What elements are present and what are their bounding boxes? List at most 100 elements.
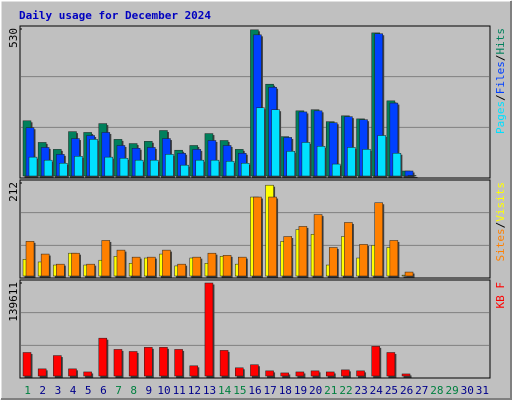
bar xyxy=(174,349,183,377)
bar xyxy=(401,373,411,377)
bar xyxy=(295,371,305,377)
x-tick-label: 12 xyxy=(188,384,201,397)
x-tick-label: 26 xyxy=(400,384,413,397)
x-tick-label: 19 xyxy=(294,384,307,397)
bar xyxy=(204,282,214,377)
legend-entry: Sites xyxy=(494,228,507,261)
chart-title: Daily usage for December 2024 xyxy=(19,9,211,22)
y-tick-label: 139611 xyxy=(7,282,20,322)
x-tick-label: 4 xyxy=(70,384,77,397)
bar xyxy=(37,368,47,377)
x-tick-label: 15 xyxy=(233,384,246,397)
x-tick-label: 21 xyxy=(324,384,337,397)
legend-separator: / xyxy=(494,94,507,101)
bar xyxy=(256,107,265,177)
bar xyxy=(56,263,65,277)
legend: Sites/Visits xyxy=(494,182,507,262)
x-tick-label: 11 xyxy=(173,384,186,397)
bar xyxy=(316,146,326,177)
x-tick-label: 10 xyxy=(157,384,170,397)
x-tick-label: 29 xyxy=(445,384,458,397)
bar xyxy=(310,370,320,377)
x-tick-label: 20 xyxy=(309,384,322,397)
bar xyxy=(71,252,80,277)
legend-entry: Files xyxy=(494,61,507,94)
bar xyxy=(225,161,235,177)
bar xyxy=(101,240,111,277)
x-tick-label: 25 xyxy=(385,384,398,397)
bar xyxy=(235,367,244,377)
bar xyxy=(22,352,32,377)
bar xyxy=(374,202,383,277)
bar xyxy=(98,337,108,377)
bar xyxy=(195,159,205,177)
x-tick-label: 31 xyxy=(476,384,489,397)
x-tick-label: 28 xyxy=(430,384,443,397)
x-tick-label: 2 xyxy=(39,384,46,397)
bar xyxy=(250,364,259,377)
bar xyxy=(210,159,220,177)
bar xyxy=(409,176,418,178)
bar xyxy=(280,372,289,377)
bar xyxy=(192,256,202,277)
bar xyxy=(177,263,186,277)
bar xyxy=(301,142,311,177)
bar xyxy=(386,352,396,377)
bar xyxy=(147,256,156,277)
bar xyxy=(331,163,341,177)
x-tick-label: 23 xyxy=(355,384,368,397)
x-tick-label: 16 xyxy=(248,384,261,397)
x-tick-label: 24 xyxy=(370,384,384,397)
bar xyxy=(286,151,295,177)
bar xyxy=(253,196,262,277)
bar xyxy=(403,375,412,378)
bar xyxy=(222,255,232,277)
bar xyxy=(150,159,159,177)
x-tick-label: 8 xyxy=(130,384,137,397)
legend-separator: / xyxy=(494,222,507,229)
bar xyxy=(219,350,229,377)
bar xyxy=(377,135,386,177)
bar xyxy=(392,153,402,177)
bar xyxy=(325,371,335,377)
x-tick-label: 9 xyxy=(146,384,153,397)
bar xyxy=(359,244,368,277)
bar xyxy=(298,226,308,277)
panel xyxy=(19,279,491,379)
x-tick-label: 14 xyxy=(218,384,232,397)
bar xyxy=(389,240,399,277)
bar xyxy=(86,263,95,277)
bar xyxy=(180,164,189,177)
bar xyxy=(162,249,171,277)
bar xyxy=(113,349,123,377)
bar xyxy=(347,147,356,177)
bar xyxy=(74,156,83,177)
x-tick-label: 30 xyxy=(461,384,474,397)
bar xyxy=(344,222,353,277)
bar xyxy=(116,249,126,277)
bar xyxy=(131,256,141,277)
bar xyxy=(59,162,68,177)
x-tick-label: 13 xyxy=(203,384,216,397)
x-tick-label: 22 xyxy=(339,384,352,397)
bar xyxy=(83,371,92,377)
y-tick-label: 212 xyxy=(7,182,20,202)
bar xyxy=(104,156,114,177)
bar xyxy=(40,253,50,277)
x-tick-label: 17 xyxy=(264,384,277,397)
bar xyxy=(241,162,250,177)
bar xyxy=(265,370,274,377)
x-tick-label: 1 xyxy=(24,384,31,397)
bar xyxy=(207,252,217,277)
bar xyxy=(271,109,280,177)
bar xyxy=(404,271,414,277)
bar xyxy=(189,365,199,377)
bar xyxy=(362,149,371,177)
x-tick-label: 7 xyxy=(115,384,122,397)
bar xyxy=(89,139,98,177)
x-tick-label: 3 xyxy=(55,384,62,397)
bar xyxy=(53,355,62,377)
